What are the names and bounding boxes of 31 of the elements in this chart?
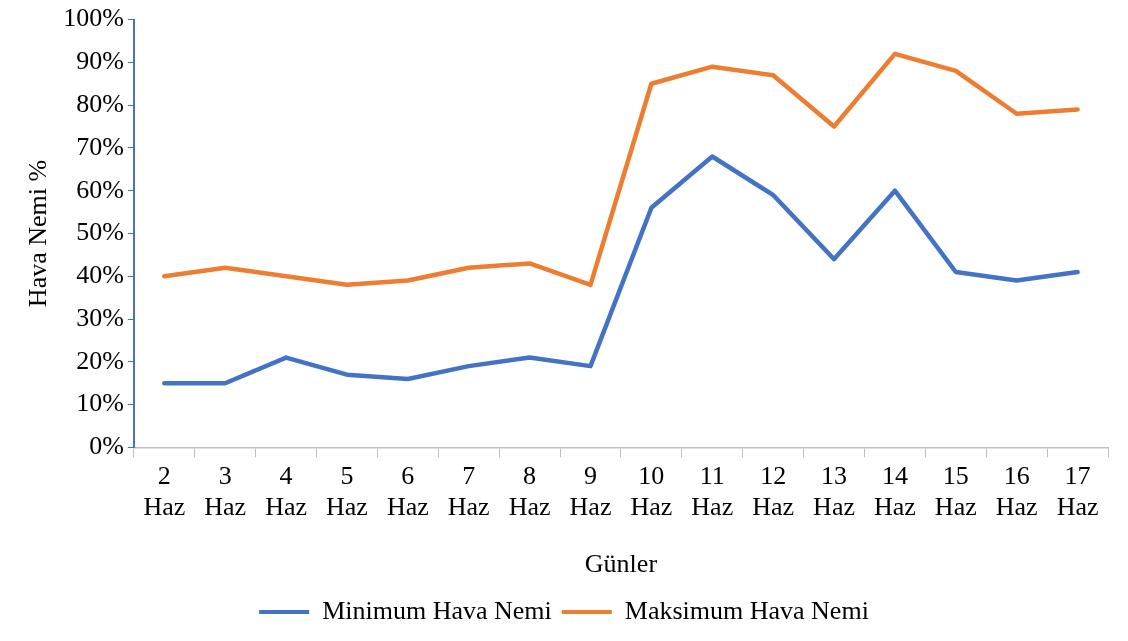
legend-label: Minimum Hava Nemi bbox=[322, 595, 552, 625]
y-axis-title: Hava Nemi % bbox=[23, 159, 53, 308]
x-tick-label: 9 Haz bbox=[569, 460, 612, 522]
legend-label: Maksimum Hava Nemi bbox=[624, 595, 869, 625]
x-tick-label: 16 Haz bbox=[995, 460, 1038, 522]
x-tick-label: 15 Haz bbox=[934, 460, 977, 522]
x-tick-label: 4 Haz bbox=[265, 460, 307, 522]
y-tick-label: 20% bbox=[76, 345, 124, 375]
x-axis-title: Günler bbox=[584, 549, 658, 579]
x-tick-label: 14 Haz bbox=[873, 460, 916, 522]
x-tick-label: 11 Haz bbox=[691, 460, 734, 522]
y-tick-label: 0% bbox=[89, 431, 124, 461]
x-tick-label: 5 Haz bbox=[326, 460, 368, 522]
x-tick-label: 10 Haz bbox=[630, 460, 673, 522]
y-tick-label: 100% bbox=[63, 3, 124, 33]
x-tick-label: 13 Haz bbox=[813, 460, 855, 522]
y-tick-label: 10% bbox=[76, 388, 124, 418]
x-tick-label: 3 Haz bbox=[204, 460, 247, 522]
y-tick-label: 70% bbox=[76, 131, 124, 161]
y-tick-label: 40% bbox=[76, 260, 124, 290]
y-tick-label: 80% bbox=[76, 88, 124, 118]
y-tick-label: 30% bbox=[76, 302, 124, 332]
x-tick-label: 7 Haz bbox=[447, 460, 490, 522]
x-tick-label: 6 Haz bbox=[386, 460, 429, 522]
x-tick-label: 8 Haz bbox=[508, 460, 551, 522]
y-tick-label: 90% bbox=[76, 46, 124, 76]
x-tick-label: 12 Haz bbox=[752, 460, 795, 522]
y-tick-label: 60% bbox=[76, 174, 124, 204]
x-tick-label: 17 Haz bbox=[1056, 460, 1099, 522]
y-tick-label: 50% bbox=[76, 217, 124, 247]
x-tick-label: 2 Haz bbox=[143, 460, 186, 522]
